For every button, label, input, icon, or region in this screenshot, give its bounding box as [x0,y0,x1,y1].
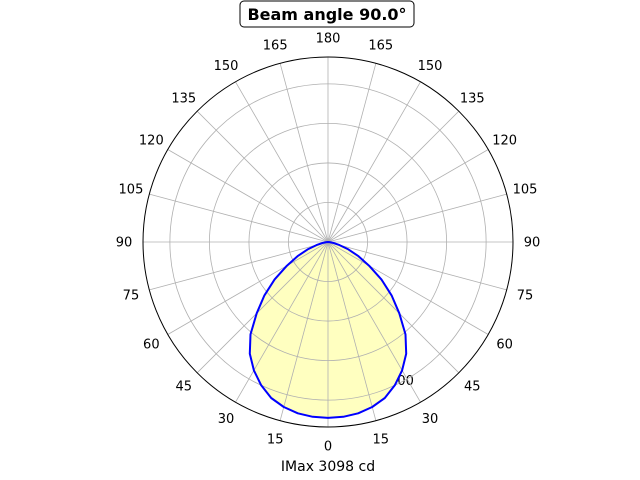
theta-tick-label: 15 [267,433,284,448]
theta-tick-label: 90 [524,236,541,251]
theta-tick-label: 165 [263,38,288,53]
theta-gridline [235,81,329,243]
theta-gridline [327,81,421,243]
theta-tick-label: 180 [316,32,341,47]
theta-gridline [279,241,329,421]
theta-gridline [327,241,489,335]
theta-tick-label: 0 [324,440,332,455]
theta-tick-label: 75 [517,288,534,303]
theta-tick-label: 150 [214,59,239,74]
intensity-curve [248,241,408,419]
theta-tick-label: 105 [119,183,144,198]
theta-tick-label: 120 [492,134,517,149]
theta-gridline [327,63,377,243]
x-axis-label: IMax 3098 cd [281,459,375,475]
theta-tick-label: 30 [218,412,235,427]
theta-tick-label: 15 [373,433,390,448]
chart-title: Beam angle 90.0° [247,5,406,24]
theta-tick-label: 90 [116,236,133,251]
theta-tick-label: 120 [139,134,164,149]
theta-gridline [327,241,507,291]
theta-gridline [327,241,421,403]
theta-tick-label: 45 [175,380,192,395]
theta-gridline [327,110,460,243]
theta-gridline [327,149,489,243]
theta-tick-label: 45 [464,380,481,395]
chart-title-box: Beam angle 90.0° [239,0,415,28]
theta-gridline [327,241,377,421]
theta-tick-label: 30 [422,412,439,427]
theta-gridline [149,241,329,291]
theta-tick-label: 150 [418,59,443,74]
theta-tick-label: 105 [513,183,538,198]
polar-outer-border [142,56,514,428]
theta-tick-label: 135 [171,91,196,106]
theta-tick-label: 60 [143,338,160,353]
theta-gridline [149,193,329,243]
theta-tick-label: 165 [368,38,393,53]
theta-gridline [167,149,329,243]
theta-gridline [196,110,329,243]
theta-gridline [327,193,507,243]
theta-gridline [327,241,460,374]
theta-tick-label: 75 [123,288,140,303]
theta-gridline [196,241,329,374]
theta-gridline [279,63,329,243]
theta-tick-label: 135 [460,91,485,106]
theta-gridline [235,241,329,403]
theta-gridline [167,241,329,335]
theta-tick-label: 60 [496,338,513,353]
